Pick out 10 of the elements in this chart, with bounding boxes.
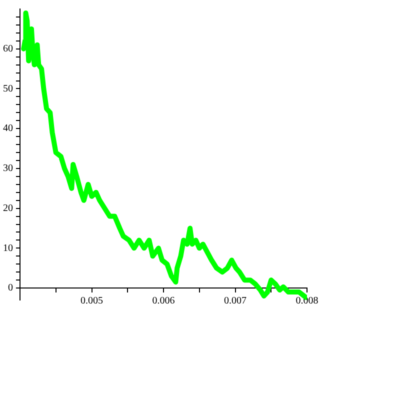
y-tick-label: 60 [3, 43, 13, 54]
y-tick-label: 50 [3, 83, 13, 94]
y-tick-label: 10 [3, 242, 13, 254]
x-tick-label: 0.005 [80, 296, 103, 307]
x-tick-label: 0.007 [224, 296, 246, 307]
x-tick-label: 0.006 [152, 296, 175, 307]
y-tick-label: 40 [3, 123, 13, 134]
y-tick-label: 0 [8, 282, 13, 294]
y-tick-label: 20 [3, 202, 13, 214]
y-tick-label: 30 [3, 163, 13, 174]
